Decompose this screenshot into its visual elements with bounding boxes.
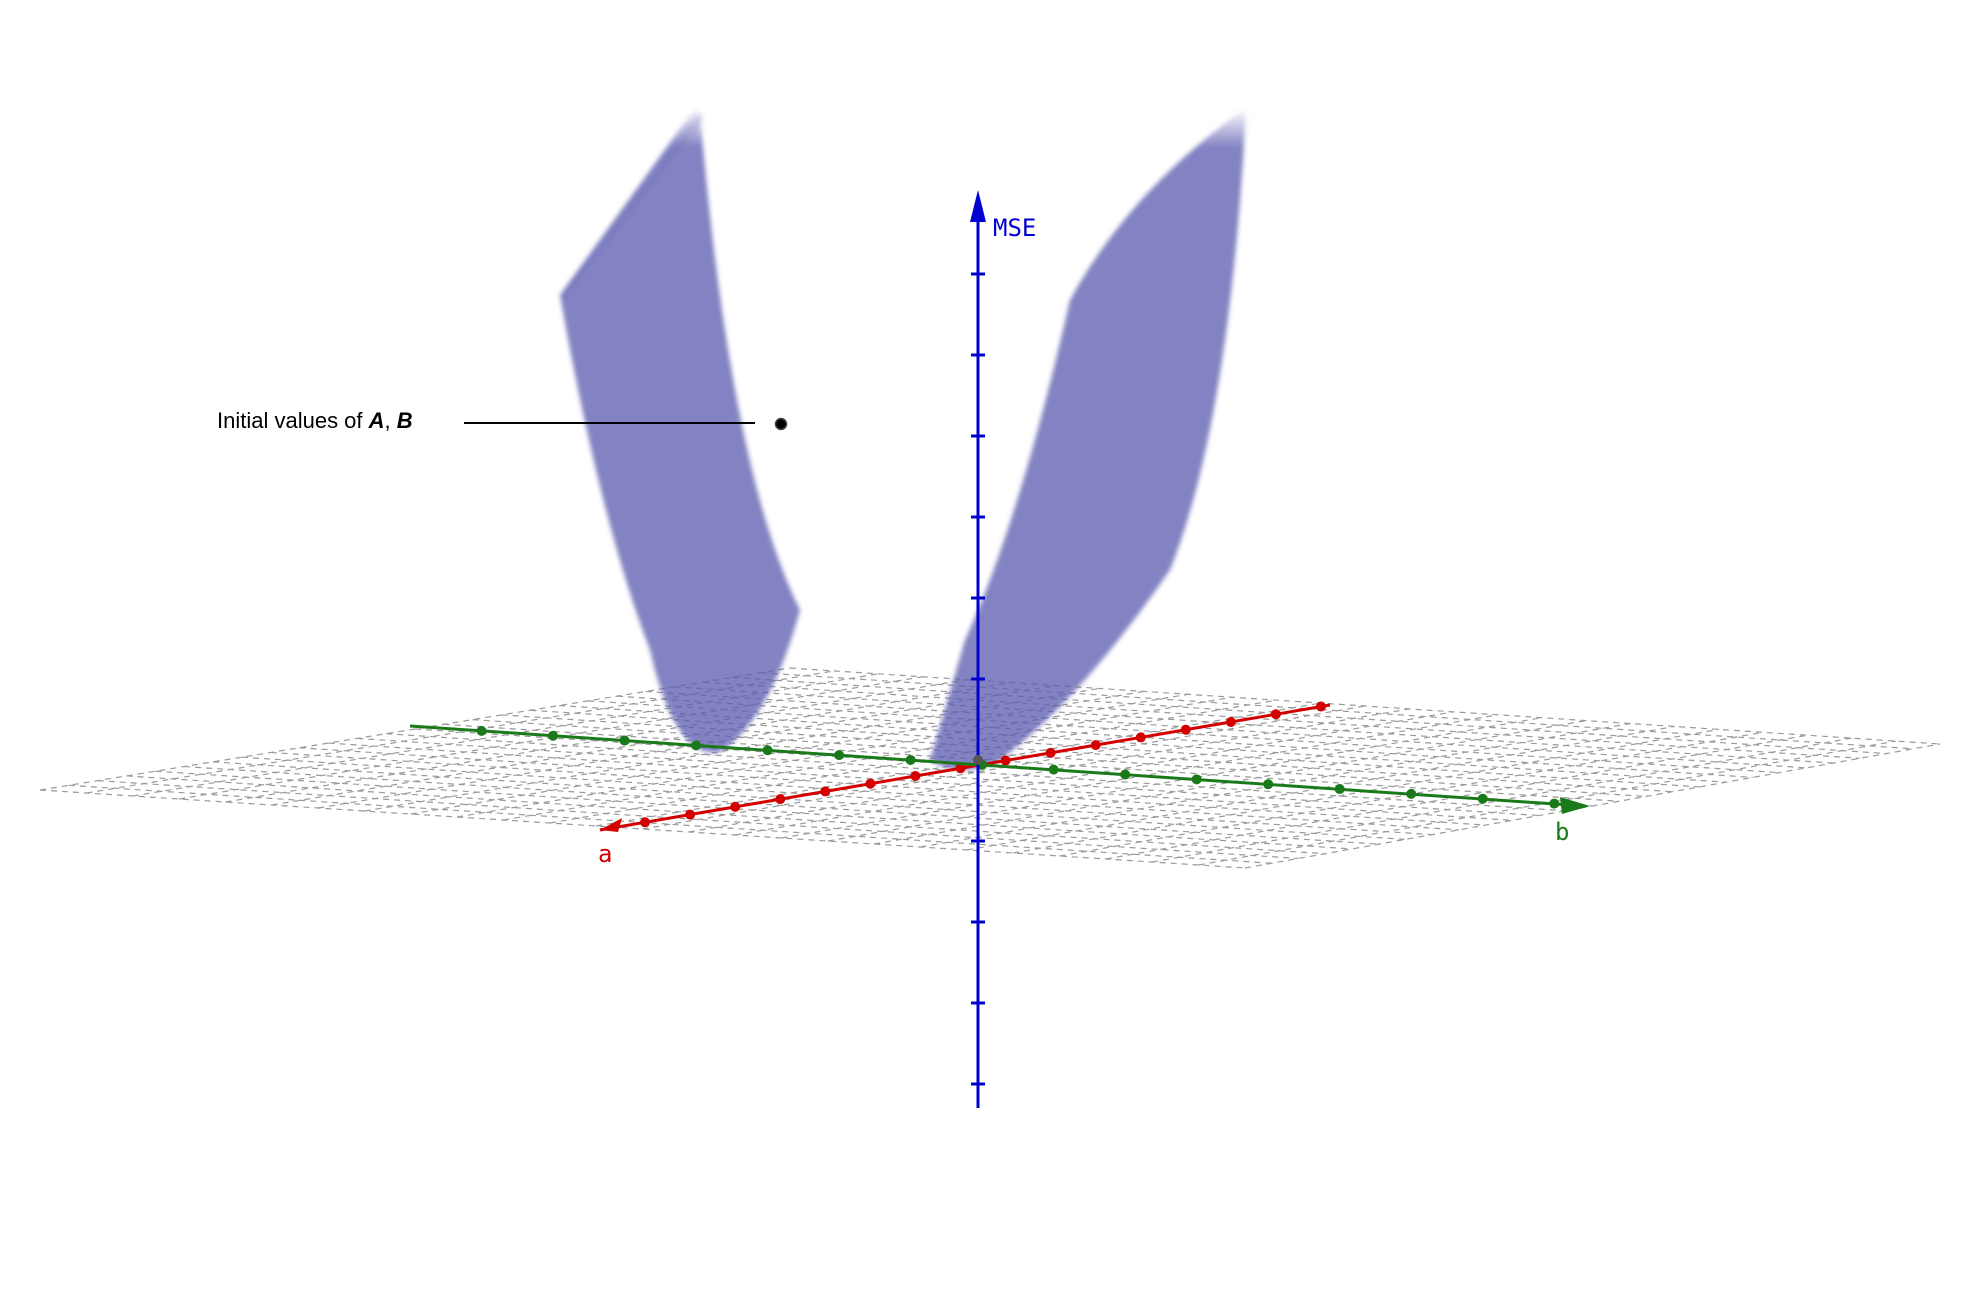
annotation-prefix: Initial values of (217, 408, 369, 433)
grid-line (530, 709, 1700, 788)
mse-surface (560, 108, 1246, 770)
mse-axis-label: MSE (993, 214, 1036, 242)
b-axis-tick (1048, 764, 1059, 775)
a-axis-tick (865, 778, 876, 789)
a-axis-tick (685, 809, 696, 820)
origin-point (973, 755, 983, 765)
annotation-var-a: A (368, 408, 385, 433)
a-axis-tick (640, 817, 651, 828)
b-axis-tick (1477, 793, 1488, 804)
b-axis-tick (619, 735, 630, 746)
grid-line (271, 682, 1012, 806)
a-axis-tick (1045, 747, 1056, 758)
annotation-var-b: B (397, 408, 413, 433)
a-axis-tick (775, 794, 786, 805)
a-axis-tick (910, 770, 921, 781)
b-axis-tick (548, 730, 559, 741)
b-axis (409, 724, 1590, 814)
b-axis-tick (1191, 774, 1202, 785)
b-axis-arrowhead (1560, 797, 1590, 814)
b-axis-tick (762, 745, 773, 756)
a-axis-tick (1180, 724, 1191, 735)
a-axis-tick (730, 801, 741, 812)
b-axis-line (409, 724, 1571, 807)
grid-line (588, 700, 1753, 778)
b-axis-tick (1120, 769, 1131, 780)
grid-line (559, 704, 1727, 783)
grid-line (1013, 728, 1719, 854)
grid-line (39, 789, 1246, 869)
grid-line (68, 784, 1272, 864)
mse-axis-arrowhead (970, 190, 986, 222)
b-axis-tick (834, 750, 845, 761)
a-axis-label: a (598, 840, 612, 868)
a-axis-tick (1090, 740, 1101, 751)
a-axis-arrowhead (600, 818, 622, 832)
initial-point (774, 417, 788, 431)
b-axis-tick (905, 754, 916, 765)
grid-line (457, 693, 1189, 818)
annotation-text: Initial values of A, B (217, 408, 413, 433)
grid-line (126, 775, 1326, 855)
annotation-separator: , (385, 408, 397, 433)
b-axis-tick (1406, 788, 1417, 799)
grid-line (645, 690, 1807, 769)
a-axis-tick (1270, 709, 1281, 720)
grid-line (241, 756, 1433, 836)
a-axis-tick (955, 763, 966, 774)
grid-line (97, 780, 1299, 860)
a-axis-tick (1000, 755, 1011, 766)
initial-values-annotation: Initial values of A, B (217, 408, 788, 433)
a-axis-tick (1225, 716, 1236, 727)
grid-line (616, 695, 1780, 774)
b-axis-label: b (1555, 818, 1569, 846)
grid-line (317, 684, 1056, 809)
grid-line (503, 696, 1233, 821)
grid-line (501, 714, 1673, 793)
a-axis (599, 701, 1331, 832)
a-axis-tick (1135, 732, 1146, 743)
b-axis-tick (1263, 779, 1274, 790)
mse-axis (970, 190, 986, 1108)
grid-line (443, 723, 1620, 802)
grid-line (966, 725, 1675, 851)
a-axis-tick (1315, 701, 1326, 712)
grid-line (472, 719, 1647, 798)
grid-line (1244, 743, 1941, 869)
grid-line (732, 676, 1887, 755)
b-axis-tick (1334, 784, 1345, 795)
b-axis-tick (1549, 798, 1560, 809)
grid-line (184, 765, 1379, 845)
b-axis-tick (691, 740, 702, 751)
b-axis-tick (476, 725, 487, 736)
a-axis-tick (820, 786, 831, 797)
